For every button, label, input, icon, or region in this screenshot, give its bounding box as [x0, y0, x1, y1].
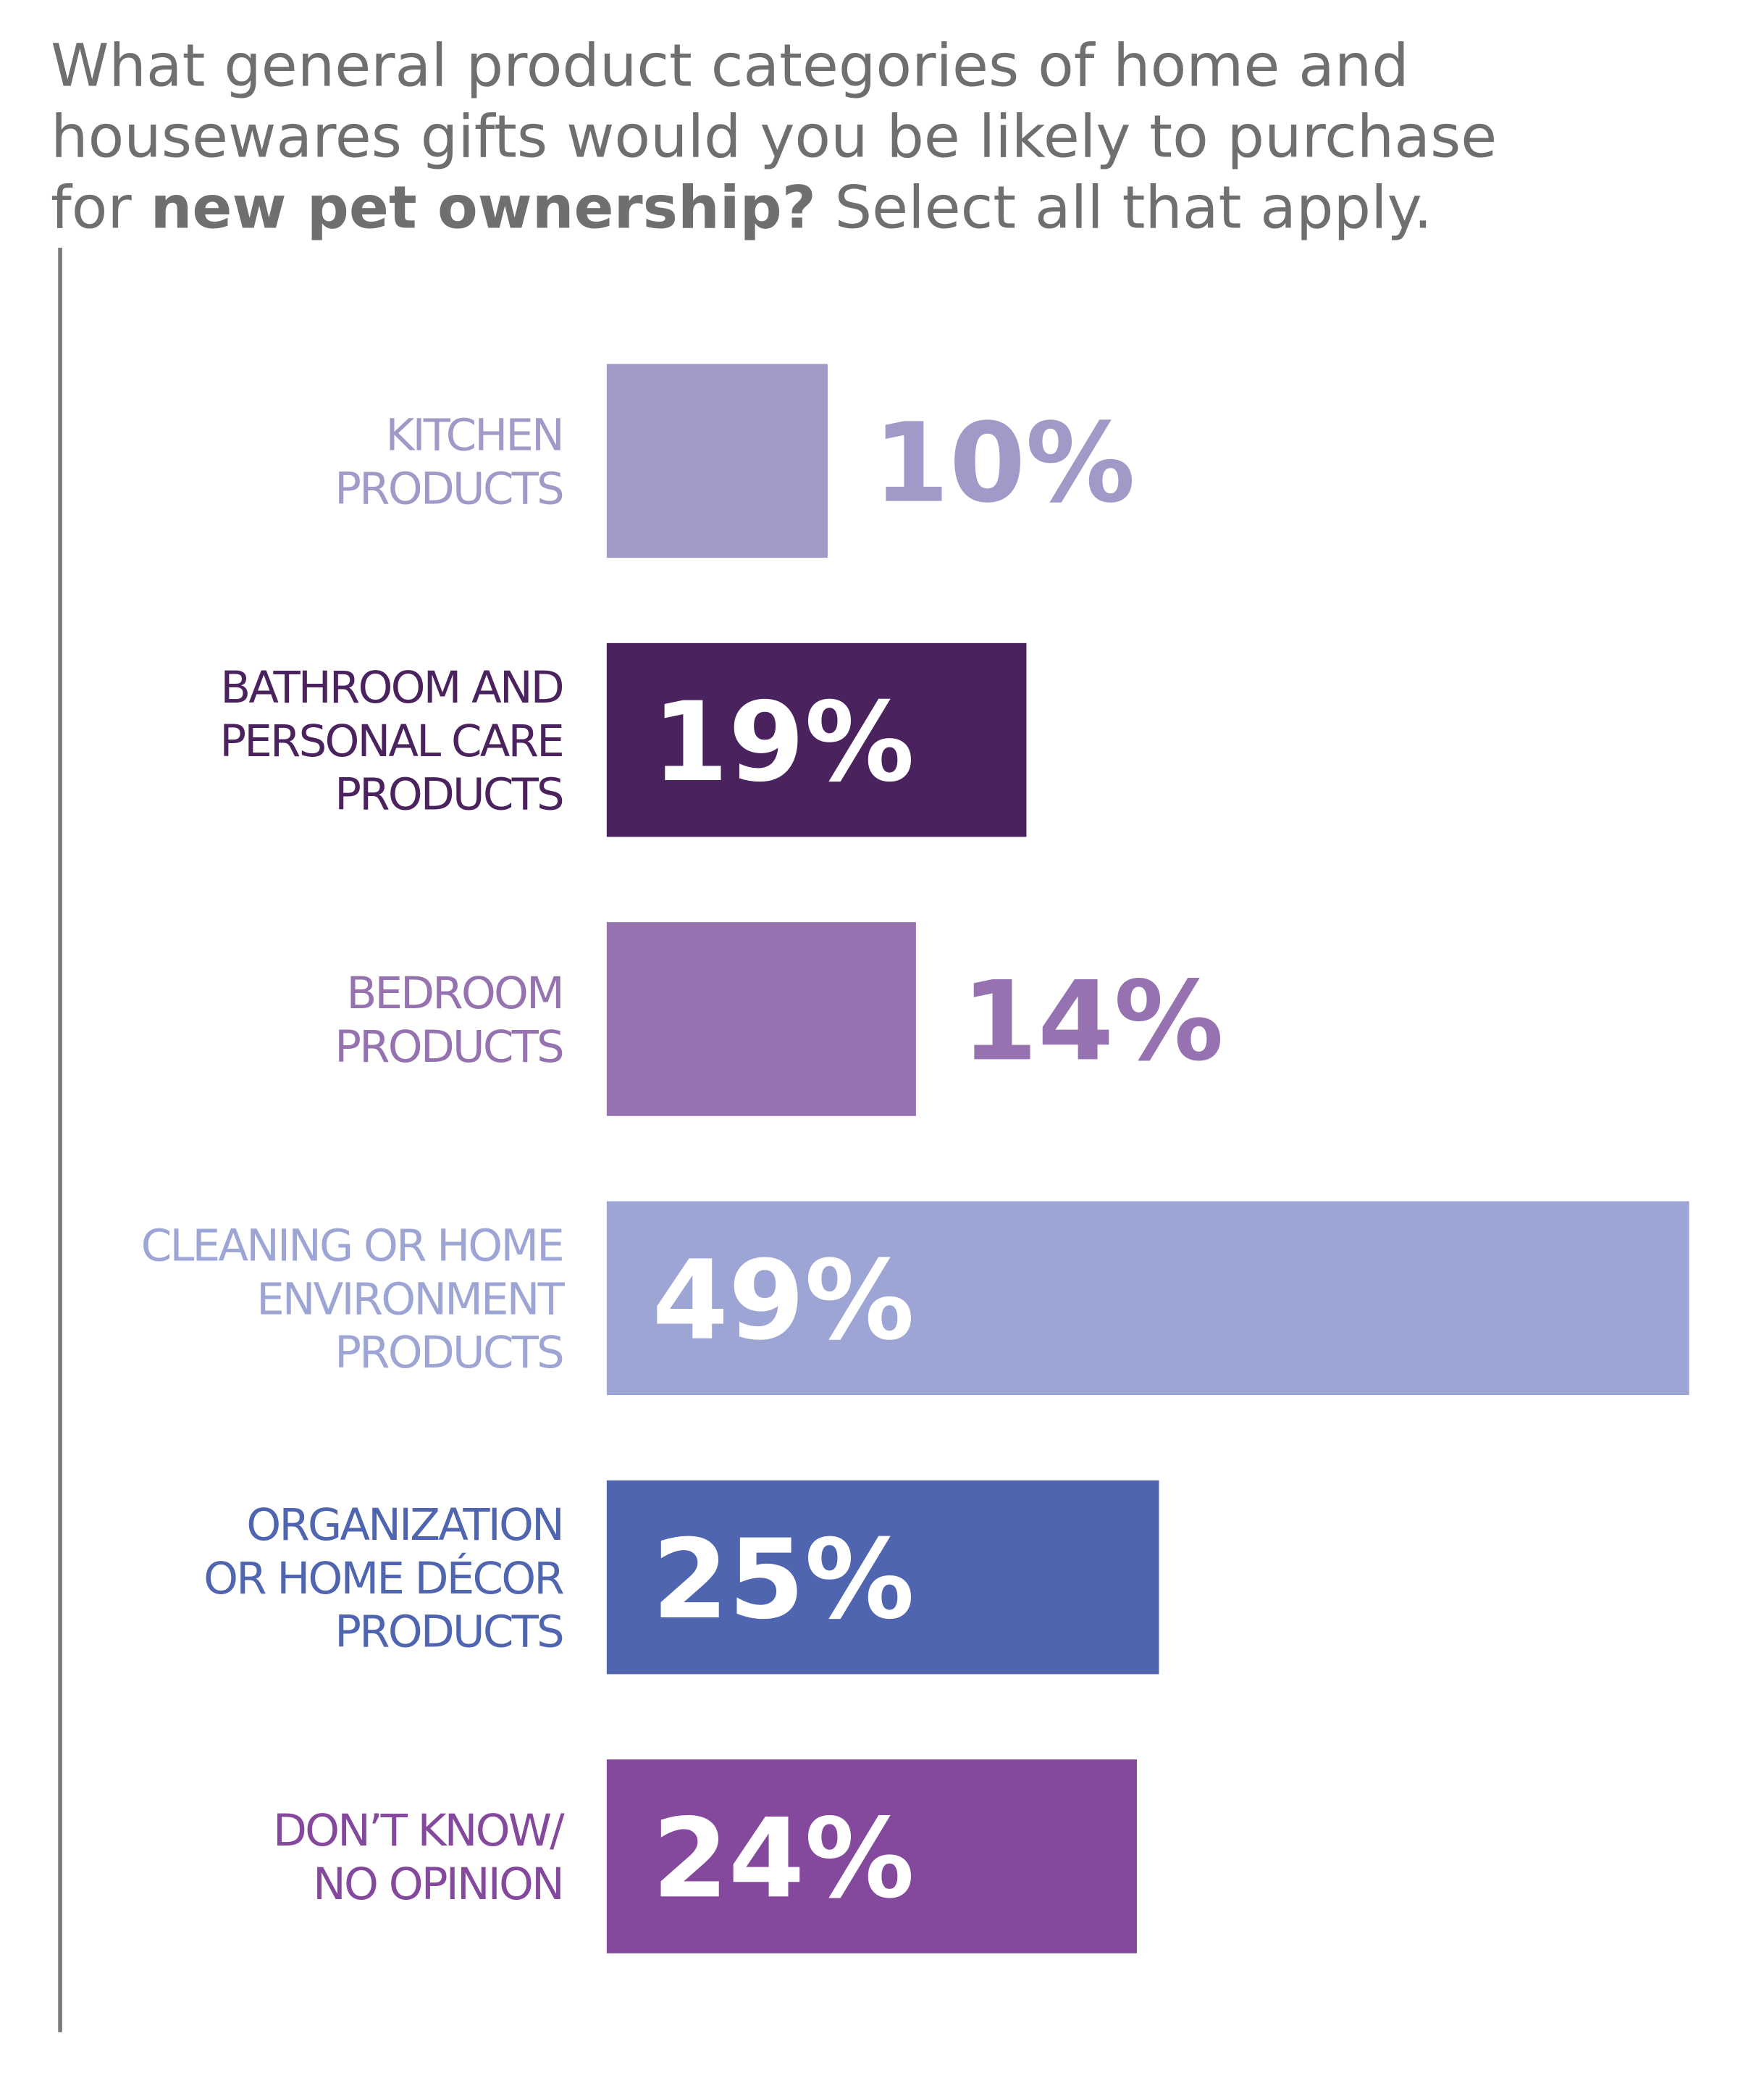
category-label: BATHROOM AND	[220, 662, 563, 713]
category-label: PRODUCTS	[335, 1327, 563, 1378]
title-part: Select all that apply.	[835, 174, 1432, 242]
title-bold: new pet ownership?	[151, 174, 816, 242]
title-part: for	[51, 174, 132, 242]
bar	[606, 1201, 1689, 1396]
category-label: ORGANIZATION	[246, 1499, 563, 1551]
category-label: PRODUCTS	[335, 1607, 563, 1658]
value-label: 10%	[873, 400, 1135, 527]
value-label: 14%	[962, 958, 1224, 1085]
category-label: PRODUCTS	[335, 1021, 563, 1073]
category-label: BEDROOM	[346, 968, 562, 1019]
title-line: for new pet ownership? Select all that a…	[51, 174, 1432, 242]
category-label: OR HOME DÉCOR	[203, 1552, 563, 1604]
category-label: ENVIRONMENT	[256, 1273, 565, 1325]
category-label: KITCHEN	[385, 410, 562, 461]
value-label: 49%	[652, 1237, 915, 1365]
category-label: NO OPINION	[313, 1859, 563, 1910]
category-label: DON’T KNOW/	[273, 1805, 565, 1856]
category-label: PRODUCTS	[335, 463, 563, 514]
bar	[606, 642, 1027, 837]
bar	[606, 922, 916, 1116]
category-label: CLEANING OR HOME	[141, 1220, 563, 1272]
bar	[606, 1759, 1137, 1953]
value-label: 25%	[652, 1516, 915, 1643]
category-label: PRODUCTS	[335, 769, 563, 821]
bar	[606, 364, 828, 558]
value-label: 19%	[652, 679, 915, 806]
bar	[606, 1480, 1159, 1675]
value-label: 24%	[652, 1795, 915, 1922]
category-label: PERSONAL CARE	[219, 716, 563, 767]
title-line: housewares gifts would you be likely to …	[51, 103, 1497, 171]
title-line: What general product categories of home …	[51, 33, 1409, 101]
